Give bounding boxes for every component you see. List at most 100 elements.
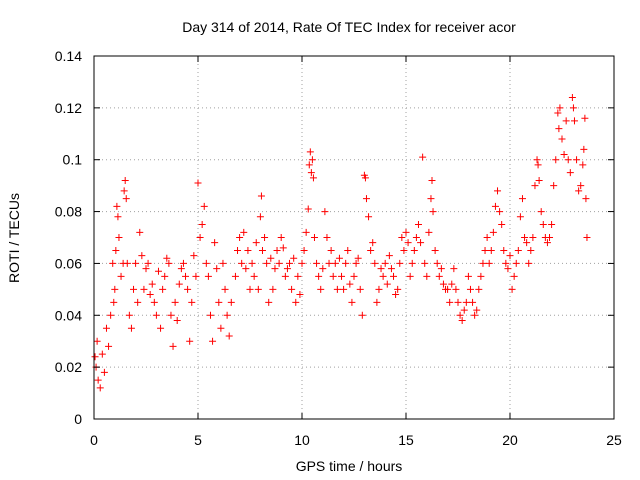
data-point <box>213 265 221 273</box>
data-point <box>348 298 356 306</box>
data-point <box>269 285 277 293</box>
data-point <box>307 169 315 177</box>
data-point <box>110 298 118 306</box>
data-point <box>227 298 235 306</box>
data-point <box>346 280 354 288</box>
data-point <box>583 234 591 241</box>
data-point <box>236 234 244 241</box>
data-point <box>190 252 198 260</box>
data-point <box>340 285 348 293</box>
data-point <box>429 208 437 216</box>
data-point <box>491 202 499 210</box>
data-point <box>400 246 408 254</box>
data-point <box>552 156 560 164</box>
data-point <box>362 195 370 203</box>
data-point <box>102 324 110 332</box>
data-point <box>313 259 321 267</box>
data-point <box>431 246 439 254</box>
data-point <box>369 239 377 247</box>
data-point <box>481 246 489 254</box>
data-point <box>575 187 583 195</box>
data-point <box>489 228 497 236</box>
data-point <box>506 252 514 260</box>
data-point <box>310 234 318 241</box>
data-point <box>248 259 256 267</box>
data-point <box>523 239 531 247</box>
data-point <box>288 285 296 293</box>
data-point <box>350 272 358 280</box>
data-point <box>277 234 285 241</box>
data-point <box>138 252 146 260</box>
data-point <box>136 228 144 236</box>
data-point <box>140 285 148 293</box>
data-point <box>121 176 129 184</box>
data-point <box>456 311 464 319</box>
data-point <box>188 298 196 306</box>
data-point <box>319 265 327 273</box>
x-tick-label: 15 <box>398 432 414 448</box>
data-point <box>202 259 210 267</box>
data-point <box>367 246 375 254</box>
data-point <box>543 239 551 247</box>
data-point <box>377 265 385 273</box>
data-point <box>533 156 541 164</box>
data-point <box>283 265 291 273</box>
data-point <box>125 311 133 319</box>
data-point <box>221 285 229 293</box>
data-point <box>558 135 566 143</box>
data-point <box>361 174 369 182</box>
data-point <box>580 145 588 153</box>
data-point <box>421 259 429 267</box>
data-point <box>487 246 495 254</box>
data-point <box>531 182 539 190</box>
data-point <box>516 213 524 221</box>
data-point <box>173 316 181 324</box>
data-point <box>100 368 108 376</box>
data-point <box>417 239 425 247</box>
data-point <box>514 246 522 254</box>
data-point <box>215 298 223 306</box>
data-point <box>496 208 504 216</box>
x-tick-label: 0 <box>90 432 98 448</box>
data-point <box>109 259 117 267</box>
data-point <box>534 161 542 169</box>
data-point <box>344 246 352 254</box>
data-point <box>294 272 302 280</box>
data-point <box>333 285 341 293</box>
y-tick-label: 0.06 <box>55 255 82 271</box>
data-point <box>93 337 101 345</box>
data-point <box>414 221 422 229</box>
data-point <box>144 259 152 267</box>
data-point <box>358 311 366 319</box>
data-point <box>91 353 99 361</box>
chart-title: Day 314 of 2014, Rate Of TEC Index for r… <box>182 19 516 35</box>
data-point <box>254 285 262 293</box>
data-point <box>508 285 516 293</box>
data-point <box>410 246 418 254</box>
data-point <box>450 265 458 273</box>
data-point <box>579 161 587 169</box>
data-point <box>263 259 271 267</box>
data-point <box>570 117 578 125</box>
data-point <box>554 109 562 117</box>
data-point <box>105 342 113 350</box>
data-point <box>107 311 115 319</box>
data-point <box>425 228 433 236</box>
data-point <box>342 259 350 267</box>
data-point <box>98 350 106 358</box>
data-point <box>435 272 443 280</box>
data-point <box>433 259 441 267</box>
data-point <box>175 280 183 288</box>
data-point <box>94 376 102 384</box>
y-tick-label: 0 <box>74 411 82 427</box>
data-point <box>182 272 190 280</box>
y-tick-label: 0.14 <box>55 48 82 64</box>
data-point <box>550 182 558 190</box>
data-point <box>267 254 275 262</box>
x-tick-label: 20 <box>502 432 518 448</box>
data-point <box>527 246 535 254</box>
data-point <box>446 298 454 306</box>
data-point <box>309 174 317 182</box>
data-point <box>510 272 518 280</box>
data-point <box>113 202 121 210</box>
